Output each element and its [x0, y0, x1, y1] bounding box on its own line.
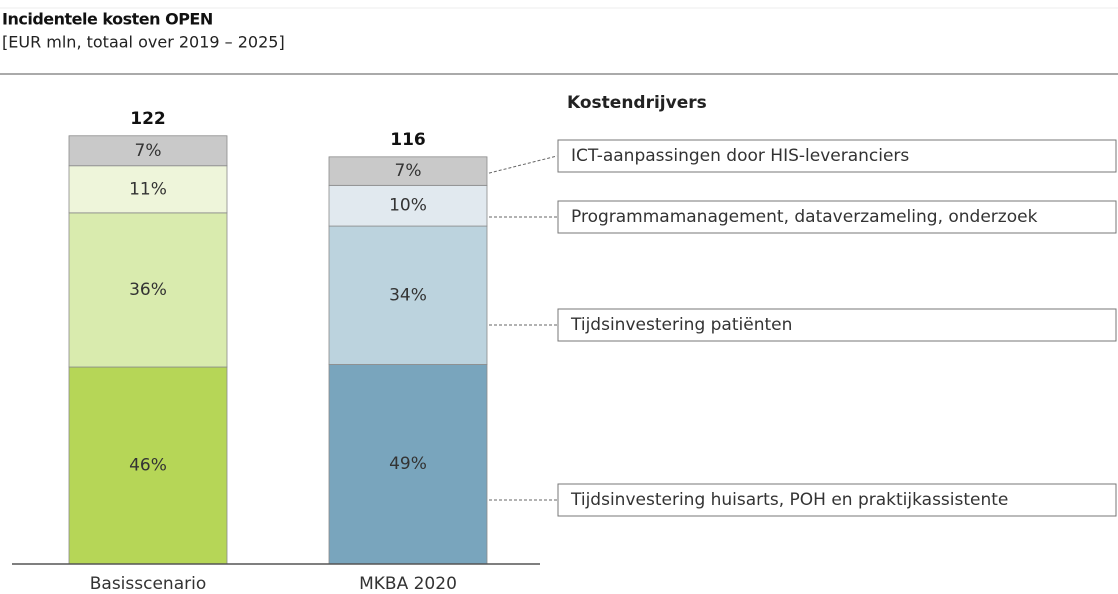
legend-connector: [488, 155, 558, 174]
value-label: 36%: [129, 280, 167, 300]
chart-subtitle: [EUR mln, totaal over 2019 – 2025]: [2, 33, 285, 52]
legend-box: [557, 139, 1117, 173]
chart-title: Incidentele kosten OPEN: [2, 10, 213, 29]
value-label: 34%: [389, 285, 427, 305]
legend-label: Tijdsinvestering patiënten: [570, 315, 792, 335]
legend-box: [557, 308, 1117, 342]
legend-label: Programmamanagement, dataverzameling, on…: [571, 207, 1038, 227]
value-label: 7%: [135, 141, 162, 161]
legend-title: Kostendrijvers: [567, 93, 707, 113]
value-label: 49%: [389, 454, 427, 474]
legend-box: [557, 200, 1117, 234]
bar-segment: [328, 225, 488, 365]
bar-segment: [68, 366, 228, 565]
legend-box: [557, 483, 1117, 517]
bar-segment: [68, 135, 228, 167]
value-label: 10%: [389, 196, 427, 216]
bar-segment: [328, 184, 488, 227]
value-label: 11%: [129, 179, 167, 199]
bar-segment: [328, 156, 488, 186]
total-label: 122: [130, 109, 166, 129]
total-label: 116: [390, 130, 426, 150]
bar-segment: [68, 212, 228, 368]
legend-label: ICT-aanpassingen door HIS-leveranciers: [571, 146, 909, 166]
x-tick-label: Basisscenario: [90, 574, 207, 594]
value-label: 7%: [395, 161, 422, 181]
legend-label: Tijdsinvestering huisarts, POH en prakti…: [570, 490, 1008, 510]
value-label: 46%: [129, 456, 167, 476]
x-tick-label: MKBA 2020: [359, 574, 457, 594]
bar-segment: [328, 364, 488, 565]
bar-segment: [68, 165, 228, 214]
